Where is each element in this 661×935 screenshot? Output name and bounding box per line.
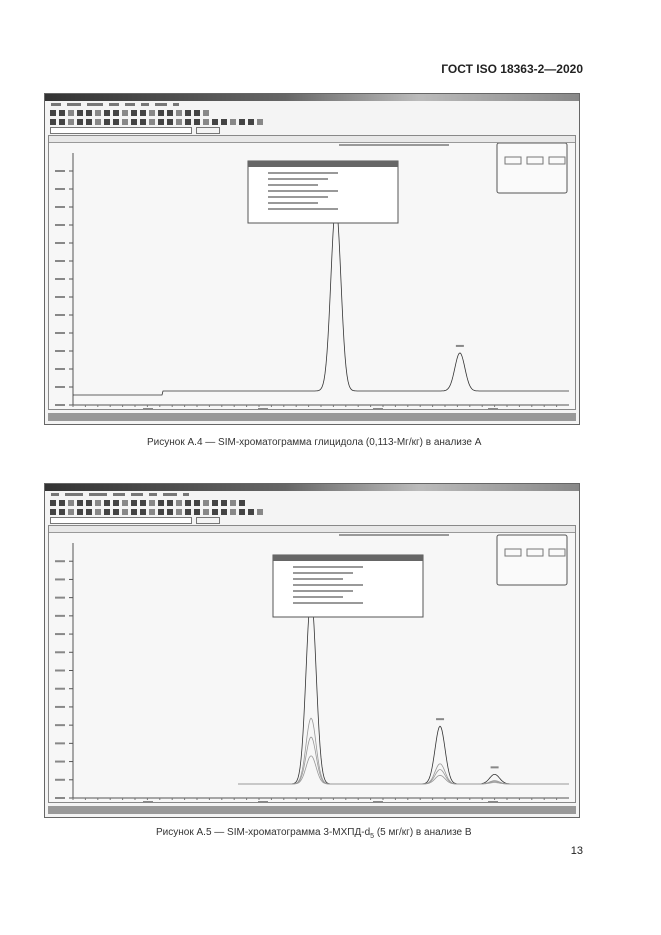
- chromatogram-window: [48, 135, 576, 410]
- y-tick-label: [55, 669, 65, 672]
- y-tick-label: [55, 332, 65, 334]
- y-tick-label: [55, 206, 65, 208]
- x-tick-label: [258, 801, 268, 803]
- figure-caption-a4: Рисунок А.4 — SIM-хроматограмма глицидол…: [147, 437, 482, 448]
- y-tick-label: [55, 350, 65, 352]
- software-screenshot-1: [44, 93, 580, 425]
- status-bar: [48, 413, 576, 421]
- status-bar: [48, 806, 576, 814]
- menu-bar: [45, 101, 579, 108]
- toolbar-1: [45, 498, 579, 507]
- x-tick-label: [143, 408, 153, 410]
- x-tick-label: [373, 801, 383, 803]
- selector-row: [45, 126, 579, 134]
- y-tick-label: [55, 705, 65, 708]
- page-number: 13: [570, 845, 583, 857]
- y-tick-label: [55, 404, 65, 406]
- x-tick-label: [488, 801, 498, 803]
- info-text-line: [268, 208, 338, 210]
- y-tick-label: [55, 687, 65, 690]
- toolbar-1: [45, 108, 579, 117]
- y-tick-label: [55, 296, 65, 298]
- info-text-line: [293, 602, 363, 604]
- y-tick-label: [55, 651, 65, 654]
- y-tick-label: [55, 314, 65, 316]
- y-tick-label: [55, 742, 65, 745]
- quick-scale-button: [526, 548, 544, 557]
- quick-scale-button: [504, 548, 522, 557]
- peak-label: [490, 766, 499, 769]
- quick-scale-panel: [496, 143, 568, 194]
- x-tick-label: [143, 801, 153, 803]
- quick-scale-button: [504, 156, 522, 165]
- y-tick-label: [55, 760, 65, 763]
- info-text-line: [293, 578, 343, 580]
- chromatogram-trace: [238, 717, 569, 785]
- trace-legend-line: [339, 144, 449, 146]
- x-tick-label: [488, 408, 498, 410]
- y-tick-label: [55, 188, 65, 190]
- y-tick-label: [55, 560, 65, 563]
- peak-label: [455, 344, 464, 347]
- y-tick-label: [55, 578, 65, 581]
- y-tick-label: [55, 278, 65, 280]
- info-popup-titlebar: [273, 555, 423, 561]
- chromatogram-trace: [73, 203, 569, 396]
- chromatogram-trace: [238, 736, 569, 785]
- info-text-line: [293, 566, 363, 568]
- info-popup-titlebar: [248, 161, 398, 167]
- quick-scale-button: [548, 548, 566, 557]
- x-tick-label: [258, 408, 268, 410]
- y-tick-label: [55, 633, 65, 636]
- figure-caption-a5: Рисунок А.5 — SIM-хроматограмма 3-МХПД-d…: [156, 827, 472, 840]
- info-text-line: [268, 196, 328, 198]
- y-tick-label: [55, 797, 65, 799]
- y-tick-label: [55, 368, 65, 370]
- software-screenshot-2: [44, 483, 580, 818]
- quick-scale-panel: [496, 534, 568, 586]
- info-text-line: [293, 596, 343, 598]
- info-text-line: [293, 572, 353, 574]
- chromatogram-window: [48, 525, 576, 803]
- chromatogram-trace: [238, 755, 569, 785]
- selector-row: [45, 516, 579, 524]
- info-text-line: [268, 202, 318, 204]
- toolbar-2: [45, 117, 579, 126]
- y-tick-label: [55, 224, 65, 226]
- trace-legend-line: [339, 534, 449, 536]
- peak-label: [436, 718, 445, 721]
- y-tick-label: [55, 778, 65, 781]
- document-header: ГОСТ ISO 18363-2—2020: [441, 62, 583, 76]
- quick-scale-button: [548, 156, 566, 165]
- menu-bar: [45, 491, 579, 498]
- y-tick-label: [55, 596, 65, 599]
- y-tick-label: [55, 386, 65, 388]
- y-tick-label: [55, 242, 65, 244]
- y-tick-label: [55, 724, 65, 727]
- y-tick-label: [55, 614, 65, 617]
- window-title-bar: [45, 484, 579, 491]
- y-tick-label: [55, 260, 65, 262]
- info-text-line: [293, 584, 363, 586]
- info-text-line: [268, 178, 328, 180]
- window-title-bar: [45, 94, 579, 101]
- info-text-line: [268, 184, 318, 186]
- info-text-line: [293, 590, 353, 592]
- toolbar-2: [45, 507, 579, 516]
- x-tick-label: [373, 408, 383, 410]
- chromatogram-plot: [55, 534, 569, 803]
- chromatogram-plot: [55, 143, 569, 410]
- chromatogram-trace: [238, 594, 569, 785]
- info-text-line: [268, 172, 338, 174]
- info-text-line: [268, 190, 338, 192]
- quick-scale-button: [526, 156, 544, 165]
- y-tick-label: [55, 170, 65, 172]
